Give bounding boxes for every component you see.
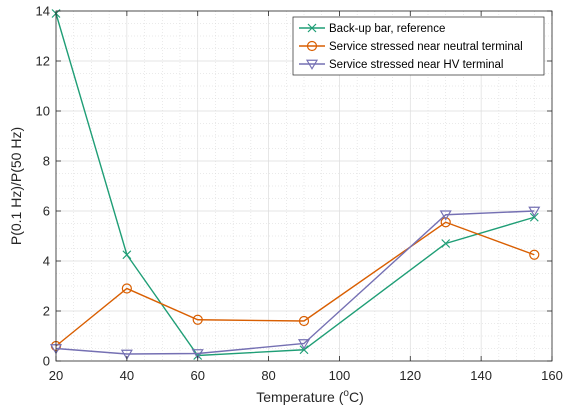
y-tick-label: 6	[43, 204, 50, 219]
legend-entry: Back-up bar, reference	[299, 23, 445, 35]
legend-entry: Service stressed near neutral terminal	[299, 40, 523, 53]
x-axis-label-unit: C)	[349, 389, 364, 405]
minor-grid	[56, 11, 552, 361]
x-tick-label: 120	[399, 368, 421, 383]
y-tick-label: 14	[36, 4, 50, 19]
marker-stroke	[122, 250, 132, 260]
plot-frame	[55, 10, 553, 362]
legend-entry: Service stressed near HV terminal	[299, 59, 503, 71]
tick-marks	[55, 10, 553, 362]
data-point	[120, 349, 133, 360]
x-tick-label: 160	[541, 368, 563, 383]
marker-stroke	[299, 345, 309, 355]
data-point	[298, 315, 310, 327]
x-tick-label: 140	[470, 368, 492, 383]
data-point	[441, 239, 451, 248]
x-tick-label: 100	[329, 368, 351, 383]
y-tick-label: 4	[43, 254, 50, 269]
series-line	[55, 13, 535, 357]
data-point	[439, 210, 452, 221]
y-tick-label: 12	[36, 54, 50, 69]
x-tick-label: 60	[190, 368, 204, 383]
y-tick-label: 2	[43, 304, 50, 319]
data-point	[529, 249, 540, 260]
legend-marker	[307, 23, 317, 33]
data-point	[122, 250, 132, 260]
y-tick-label: 0	[43, 354, 50, 369]
x-axis-label-main: Temperature (	[256, 389, 343, 405]
data-point	[121, 283, 132, 294]
series-line	[55, 221, 535, 347]
legend-label: Back-up bar, reference	[329, 23, 445, 35]
x-tick-labels: 20 40 60 80 100 120 140 160	[49, 368, 563, 383]
y-tick-labels: 0 2 4 6 8 10 12 14	[36, 4, 50, 369]
series-line	[55, 210, 535, 355]
y-tick-label: 10	[36, 104, 50, 119]
legend-marker	[305, 59, 319, 70]
marker-stroke	[307, 23, 317, 33]
x-axis-label: Temperature (oC)	[256, 388, 364, 405]
legend-marker	[306, 40, 318, 52]
data-point	[297, 339, 311, 350]
data-point	[191, 349, 204, 360]
x-tick-label: 80	[261, 368, 275, 383]
legend-label: Service stressed near HV terminal	[329, 59, 503, 71]
data-point	[528, 206, 541, 217]
legend-label: Service stressed near neutral terminal	[329, 41, 523, 53]
x-axis-label-sup: o	[343, 388, 349, 399]
legend: Back-up bar, reference Service stressed n…	[292, 16, 545, 76]
x-tick-label: 20	[49, 368, 63, 383]
legend-box	[292, 16, 545, 76]
y-axis-label: P(0.1 Hz)/P(50 Hz)	[8, 127, 24, 245]
data-point	[299, 345, 309, 355]
data-point	[192, 314, 203, 325]
marker-stroke	[441, 239, 451, 248]
series-3	[49, 206, 541, 360]
data-point	[440, 217, 451, 228]
x-tick-label: 40	[120, 368, 134, 383]
data-point	[529, 212, 539, 222]
marker-stroke	[529, 212, 539, 222]
y-tick-label: 8	[43, 154, 50, 169]
